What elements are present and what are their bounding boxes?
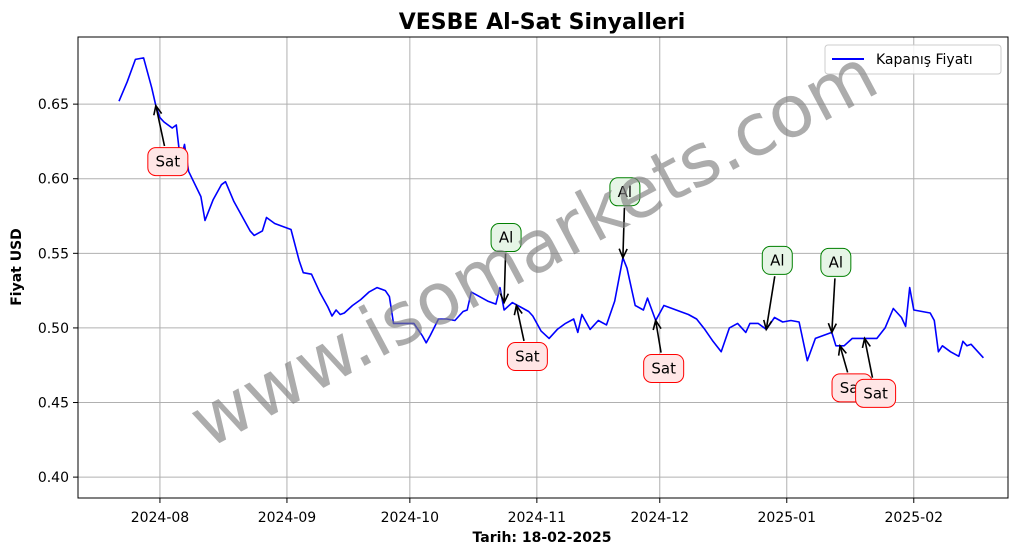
sell-signal: Sat: [643, 318, 685, 383]
signal-label-box: [147, 147, 189, 177]
buy-signal: Al: [609, 177, 641, 260]
signal-label: Al: [618, 183, 632, 201]
signal-arrow: [831, 278, 836, 333]
y-tick-label: 0.45: [38, 396, 69, 412]
signal-arrowhead: [618, 248, 628, 260]
y-axis-label: Fiyat USD: [9, 228, 25, 306]
x-axis-label: Tarih: 18-02-2025: [473, 530, 612, 546]
x-tick-label: 2024-11: [508, 510, 567, 526]
y-tick-label: 0.60: [38, 172, 69, 188]
signal-arrow: [155, 105, 166, 147]
signal-arrow: [863, 338, 874, 378]
buy-signal: Al: [761, 245, 793, 332]
legend-box: [824, 44, 1002, 75]
signal-label: Al: [829, 253, 843, 271]
signal-label-box: [820, 247, 852, 277]
x-tick-label: 2024-08: [131, 510, 190, 526]
y-tick-label: 0.55: [38, 246, 69, 262]
x-tick-label: 2025-01: [758, 510, 817, 526]
sell-signal: Sat: [147, 103, 189, 177]
series-layer: [118, 57, 984, 362]
signal-label: Al: [499, 229, 513, 247]
signal-arrowhead: [861, 336, 871, 349]
signal-label: Al: [770, 251, 784, 269]
legend-label: Kapanış Fiyatı: [876, 52, 973, 68]
signal-arrow: [503, 253, 507, 303]
signal-label: Sat: [156, 153, 181, 171]
signal-arrow: [839, 345, 849, 373]
signal-arrowhead: [827, 322, 838, 335]
y-tick-label: 0.40: [38, 470, 69, 486]
y-tick-label: 0.50: [38, 321, 69, 337]
y-tick-label: 0.65: [38, 97, 69, 113]
signal-label: Sat: [863, 384, 888, 402]
signal-label-box: [506, 342, 548, 372]
legend: Kapanış Fiyatı: [824, 44, 1002, 75]
x-tick-label: 2024-09: [258, 510, 317, 526]
x-tick-label: 2025-02: [885, 510, 944, 526]
signal-label: Sat: [651, 359, 676, 377]
signal-label-box: [490, 223, 522, 253]
signal-arrow: [654, 320, 662, 353]
plot-frame: [77, 36, 1009, 499]
signal-label-box: [643, 353, 685, 383]
chart-title: VESBE Al-Sat Sinyalleri: [399, 10, 686, 35]
signal-arrow: [765, 276, 776, 330]
x-axis-ticks: 2024-08 2024-09 2024-10 2024-11 2024-12 2025-…: [131, 498, 943, 526]
signal-arrowhead: [513, 303, 523, 316]
signal-arrowhead: [153, 103, 163, 116]
signal-arrow: [515, 305, 525, 342]
signal-arrowhead: [499, 293, 510, 305]
x-tick-label: 2024-10: [381, 510, 440, 526]
buy-signal: Al: [820, 247, 852, 335]
signal-label-box: [761, 245, 793, 275]
sell-signal: Sat: [855, 336, 897, 408]
signal-label-box: [609, 177, 641, 207]
x-tick-label: 2024-12: [631, 510, 690, 526]
signal-arrow: [622, 207, 626, 258]
signal-arrowhead: [837, 343, 847, 356]
signal-arrowhead: [652, 318, 662, 331]
signal-label-box: [855, 378, 897, 408]
y-axis-ticks: 0.40 0.45 0.50 0.55 0.60 0.65: [38, 97, 78, 486]
signal-arrowhead: [762, 319, 773, 332]
buy-signal: Al: [490, 223, 522, 305]
sell-signal: Sat: [506, 303, 548, 372]
series-line-kapanis-fiyati: [118, 57, 984, 362]
signal-label: Sat: [515, 348, 540, 366]
